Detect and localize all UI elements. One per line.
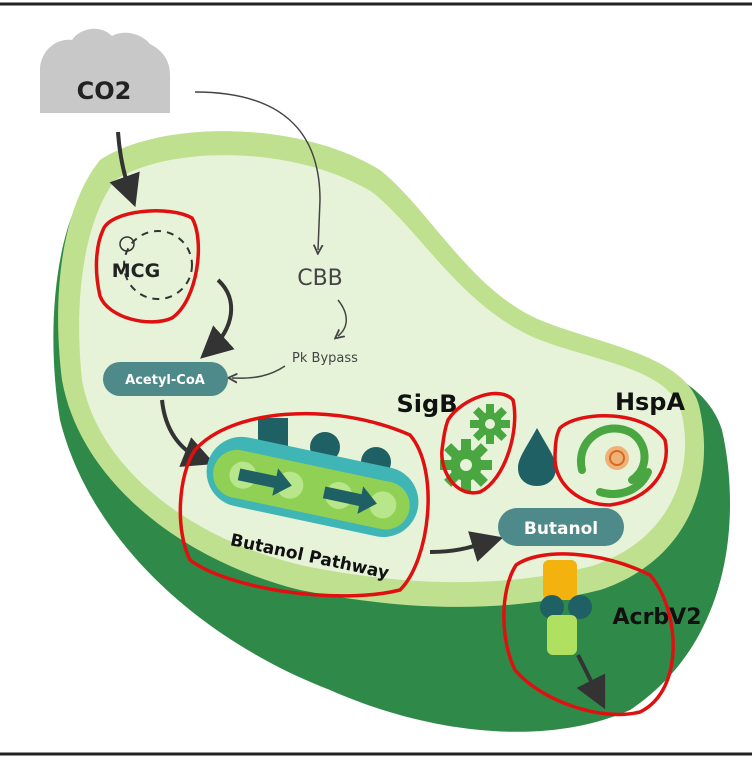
butanol-label: Butanol [524,519,598,539]
gear-icon [470,404,510,444]
acetyl-coa-box [103,362,228,396]
pump-bottom [547,615,577,655]
mcg-label: MCG [112,260,160,282]
pk-bypass-label: Pk Bypass [292,351,358,366]
mcg-circle-mark [94,209,201,324]
pathway-circle-mark [178,411,430,598]
hspa-circle-mark [553,413,668,507]
cbb-to-pk-arrow [338,299,347,336]
pump-top [543,560,577,600]
mcg-to-acetyl-arrow [200,278,235,359]
acrbv2-circle-mark [502,552,675,717]
co2-to-mcg-arrow [109,131,140,208]
hspa-label: HspA [615,388,686,416]
mcg-dashed-circle [123,230,193,300]
co2-label: CO2 [77,77,132,105]
pk-to-acetyl-arrow [232,365,286,378]
butanol-drop-icon [518,428,556,486]
pump-left-lobe [540,595,564,619]
conveyor-belt [206,436,419,537]
co2-cloud [40,28,170,113]
acetyl-to-pathway-arrow [160,399,215,467]
butanol-box [498,508,624,546]
pump-export-arrow [576,654,606,710]
acrbv2-label: AcrbV2 [613,605,702,630]
sigb-label: SigB [397,390,458,418]
co2-to-cbb-arrow [194,91,320,250]
acetyl-coa-label: Acetyl-CoA [125,373,205,388]
pump-right-lobe [568,595,592,619]
pathway-to-butanol-arrow [429,531,504,562]
gear-icon [440,439,492,491]
cbb-label: CBB [297,266,343,291]
sigb-circle-mark [440,391,517,495]
chaperone-icon [576,424,652,498]
